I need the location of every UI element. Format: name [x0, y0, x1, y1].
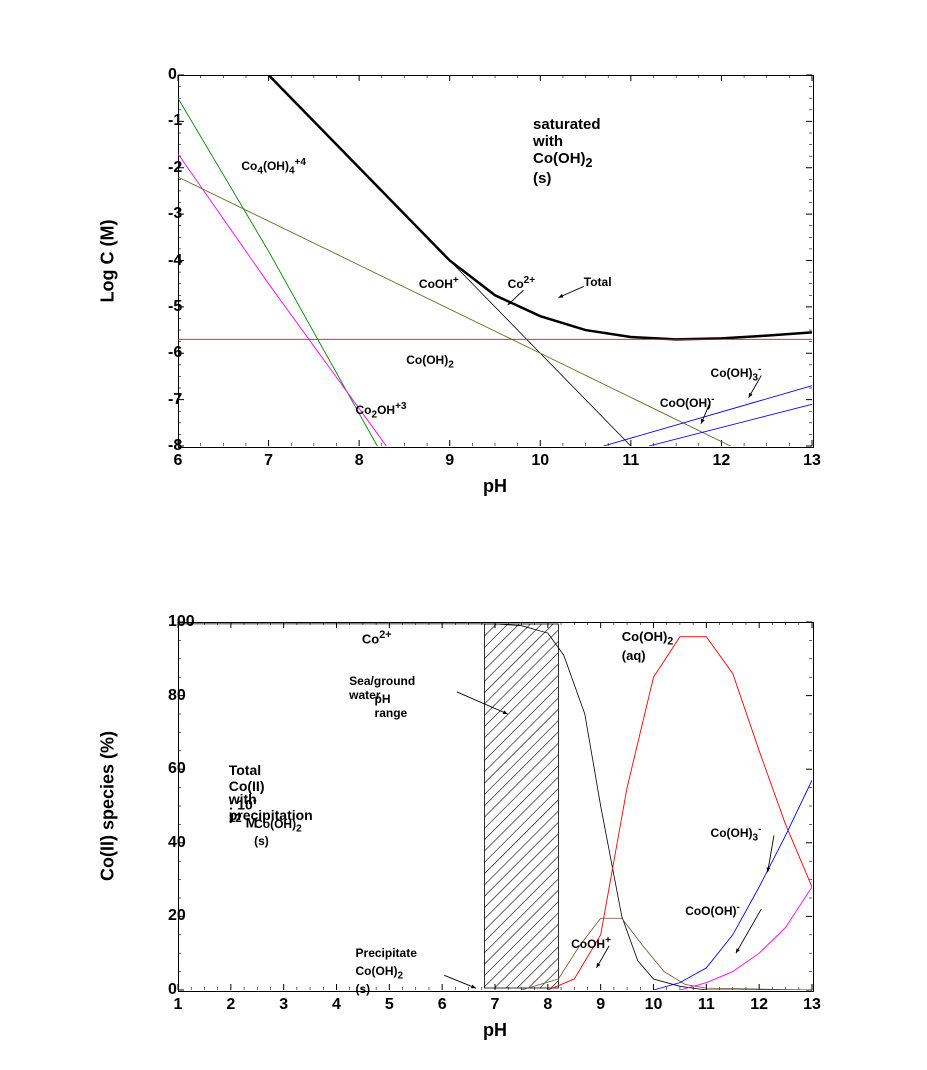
chart2-svg: [0, 0, 927, 1070]
chart2-ylabel: Co(II) species (%): [98, 731, 119, 881]
x-tick-label: 10: [645, 996, 663, 1014]
x-tick-label: 3: [279, 996, 288, 1014]
x-tick-label: 4: [332, 996, 341, 1014]
chart2-xlabel: pH: [483, 1020, 507, 1041]
x-tick-label: 7: [491, 996, 500, 1014]
x-tick-label: 11: [698, 996, 715, 1014]
x-tick-label: 2: [226, 996, 235, 1014]
x-tick-label: 6: [438, 996, 447, 1014]
x-tick-label: 8: [543, 996, 552, 1014]
x-tick-label: 9: [596, 996, 605, 1014]
x-tick-label: 1: [174, 996, 183, 1014]
x-tick-label: 13: [803, 996, 821, 1014]
x-tick-label: 5: [385, 996, 394, 1014]
x-tick-label: 12: [750, 996, 768, 1014]
